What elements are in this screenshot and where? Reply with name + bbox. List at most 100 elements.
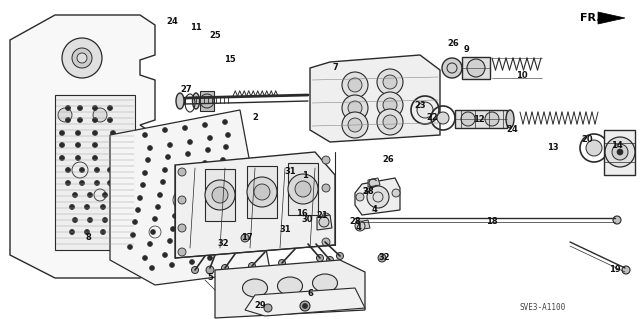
Polygon shape	[358, 220, 370, 230]
Circle shape	[467, 59, 485, 77]
Text: 7: 7	[332, 63, 338, 72]
Text: 8: 8	[85, 234, 91, 242]
Ellipse shape	[506, 110, 514, 128]
Circle shape	[205, 147, 211, 152]
Text: 31: 31	[279, 226, 291, 234]
Circle shape	[317, 255, 323, 262]
Circle shape	[76, 130, 81, 136]
Ellipse shape	[312, 274, 337, 292]
Text: 5: 5	[207, 272, 213, 281]
Polygon shape	[215, 260, 365, 318]
Polygon shape	[175, 152, 335, 258]
Circle shape	[202, 122, 207, 128]
Text: 30: 30	[301, 216, 313, 225]
Circle shape	[605, 137, 635, 167]
Text: 15: 15	[224, 56, 236, 64]
Circle shape	[108, 167, 113, 173]
Circle shape	[168, 239, 173, 243]
Circle shape	[288, 174, 318, 204]
Bar	[462, 57, 490, 79]
Circle shape	[93, 108, 107, 122]
Text: 10: 10	[516, 70, 528, 79]
Circle shape	[207, 256, 212, 261]
Circle shape	[377, 109, 403, 135]
Ellipse shape	[278, 277, 303, 295]
Text: 24: 24	[506, 125, 518, 135]
Circle shape	[212, 195, 218, 199]
Text: 13: 13	[547, 144, 559, 152]
Circle shape	[163, 128, 168, 132]
Circle shape	[170, 263, 175, 268]
Circle shape	[202, 160, 207, 166]
Circle shape	[84, 229, 90, 234]
Circle shape	[200, 94, 214, 108]
Circle shape	[163, 167, 168, 173]
Text: 9: 9	[464, 46, 470, 55]
Text: 12: 12	[473, 115, 485, 124]
Polygon shape	[368, 178, 380, 187]
Circle shape	[485, 112, 499, 126]
Text: 29: 29	[254, 300, 266, 309]
Circle shape	[355, 221, 365, 231]
Circle shape	[65, 181, 70, 186]
Circle shape	[348, 78, 362, 92]
Circle shape	[132, 219, 138, 225]
Circle shape	[191, 266, 198, 273]
Circle shape	[189, 259, 195, 264]
Circle shape	[72, 218, 77, 222]
Circle shape	[93, 106, 97, 110]
Circle shape	[166, 154, 170, 160]
Circle shape	[417, 102, 433, 118]
Circle shape	[111, 155, 115, 160]
Circle shape	[60, 130, 65, 136]
Circle shape	[198, 186, 202, 190]
Text: 4: 4	[372, 205, 378, 214]
Text: 11: 11	[190, 24, 202, 33]
Circle shape	[383, 98, 397, 112]
Circle shape	[295, 181, 311, 197]
Circle shape	[111, 130, 115, 136]
Circle shape	[207, 136, 212, 140]
Circle shape	[143, 256, 147, 261]
Circle shape	[111, 143, 115, 147]
Circle shape	[209, 206, 214, 211]
Circle shape	[84, 204, 90, 210]
Circle shape	[163, 253, 168, 257]
Circle shape	[136, 207, 141, 212]
Circle shape	[367, 186, 389, 208]
Circle shape	[77, 106, 83, 110]
Text: 28: 28	[349, 218, 361, 226]
Circle shape	[206, 266, 214, 274]
Ellipse shape	[176, 93, 184, 109]
Circle shape	[342, 72, 368, 98]
Circle shape	[348, 118, 362, 132]
Circle shape	[182, 165, 188, 169]
Circle shape	[88, 218, 93, 222]
Text: 17: 17	[241, 234, 253, 242]
Circle shape	[150, 265, 154, 271]
Circle shape	[157, 192, 163, 197]
Circle shape	[65, 167, 70, 173]
Text: 25: 25	[209, 31, 221, 40]
Circle shape	[186, 152, 191, 157]
Circle shape	[200, 246, 205, 250]
Circle shape	[182, 125, 188, 130]
Circle shape	[437, 112, 449, 124]
Circle shape	[378, 254, 386, 262]
Polygon shape	[310, 55, 440, 142]
Circle shape	[108, 106, 113, 110]
Circle shape	[337, 253, 344, 259]
Text: 23: 23	[414, 100, 426, 109]
Circle shape	[247, 177, 277, 207]
Circle shape	[93, 143, 97, 147]
Circle shape	[95, 181, 99, 186]
Circle shape	[221, 264, 228, 271]
Circle shape	[79, 181, 84, 186]
Bar	[205, 169, 235, 221]
Text: SVE3-A1100: SVE3-A1100	[520, 303, 566, 313]
Ellipse shape	[243, 279, 268, 297]
Ellipse shape	[193, 93, 200, 109]
Circle shape	[77, 53, 87, 63]
Circle shape	[207, 219, 212, 225]
Circle shape	[170, 226, 175, 232]
